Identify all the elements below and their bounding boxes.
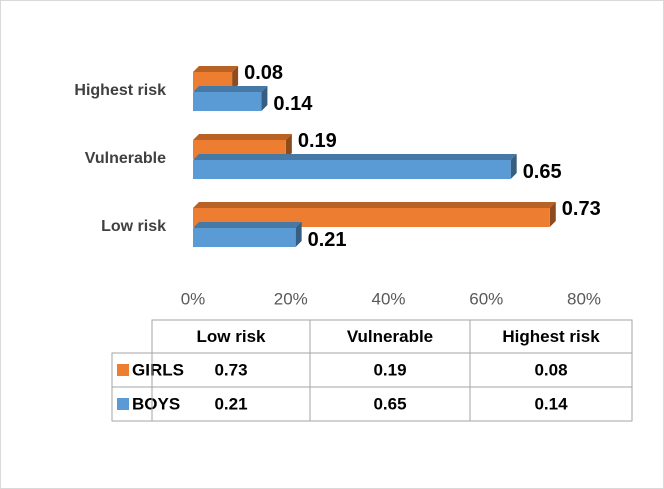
table-value: 0.21 [214,394,247,413]
category-label: Highest risk [74,82,166,99]
table-value: 0.08 [534,360,567,379]
table-header: Vulnerable [347,327,433,346]
table-cell [469,386,633,422]
x-tick-label: 40% [371,289,405,308]
table-value: 0.14 [534,394,568,413]
bar-depth [261,86,268,111]
bar-depth [232,66,239,91]
bar-depth [510,154,517,179]
x-tick-label: 80% [567,289,601,308]
table-value: 0.65 [373,394,406,413]
table-header: Highest risk [502,327,600,346]
bar-depth [193,222,302,228]
x-tick-label: 60% [469,289,503,308]
x-tick-label: 0% [181,289,206,308]
data-label: 0.08 [244,62,283,84]
bar-depth [193,66,239,72]
table-value: 0.19 [373,360,406,379]
legend-label: GIRLS [132,360,184,379]
bar-depth [549,202,556,227]
data-label: 0.65 [523,161,562,183]
legend-swatch [117,364,129,376]
bar [193,160,511,179]
data-label: 0.73 [562,198,601,220]
bar-depth [193,202,556,208]
legend-swatch [117,398,129,410]
legend-label: BOYS [132,394,180,413]
data-label: 0.19 [298,130,337,152]
bar [193,92,262,111]
category-label: Low risk [101,218,166,235]
data-label: 0.21 [308,229,347,251]
bar [193,228,296,247]
bar-depth [193,154,517,160]
table-header: Low risk [197,327,267,346]
data-label: 0.14 [273,93,313,115]
category-label: Vulnerable [85,150,166,167]
x-tick-label: 20% [274,289,308,308]
table-value: 0.73 [214,360,247,379]
bar-depth [193,86,268,92]
bar-depth [193,134,292,140]
bar-depth [285,134,292,159]
bar-depth [295,222,302,247]
